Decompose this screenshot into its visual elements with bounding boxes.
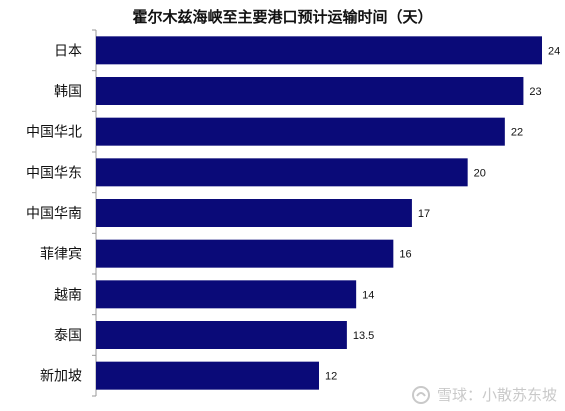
watermark-text: 雪球：小散苏东坡 xyxy=(436,386,557,404)
data-label: 24 xyxy=(548,45,560,57)
bar xyxy=(96,280,357,309)
category-label: 新加坡 xyxy=(40,369,82,385)
data-label: 12 xyxy=(325,371,337,383)
bar xyxy=(96,36,542,65)
data-label: 23 xyxy=(529,86,541,98)
data-label: 13.5 xyxy=(353,330,374,342)
snowball-logo-icon xyxy=(411,385,430,404)
category-label: 韩国 xyxy=(54,84,82,100)
bar xyxy=(96,117,505,146)
bar xyxy=(96,199,412,227)
category-label: 菲律宾 xyxy=(40,247,82,263)
data-label: 14 xyxy=(362,289,374,301)
category-label: 日本 xyxy=(54,43,82,59)
data-label: 22 xyxy=(511,127,523,139)
bar xyxy=(96,158,468,187)
bar xyxy=(96,361,319,390)
watermark: 雪球：小散苏东坡 xyxy=(411,384,557,405)
bar xyxy=(96,321,347,349)
data-label: 16 xyxy=(399,249,411,261)
category-label: 中国华南 xyxy=(26,206,82,222)
category-label: 泰国 xyxy=(54,328,82,344)
chart-title: 霍尔木兹海峡至主要港口预计运输时间（天） xyxy=(132,8,433,26)
category-label: 中国华东 xyxy=(26,165,82,181)
data-label: 20 xyxy=(474,167,486,179)
category-label: 中国华北 xyxy=(26,125,82,141)
category-label: 越南 xyxy=(54,287,82,303)
data-label: 17 xyxy=(418,208,430,220)
bar xyxy=(96,77,524,105)
bar xyxy=(96,239,394,268)
